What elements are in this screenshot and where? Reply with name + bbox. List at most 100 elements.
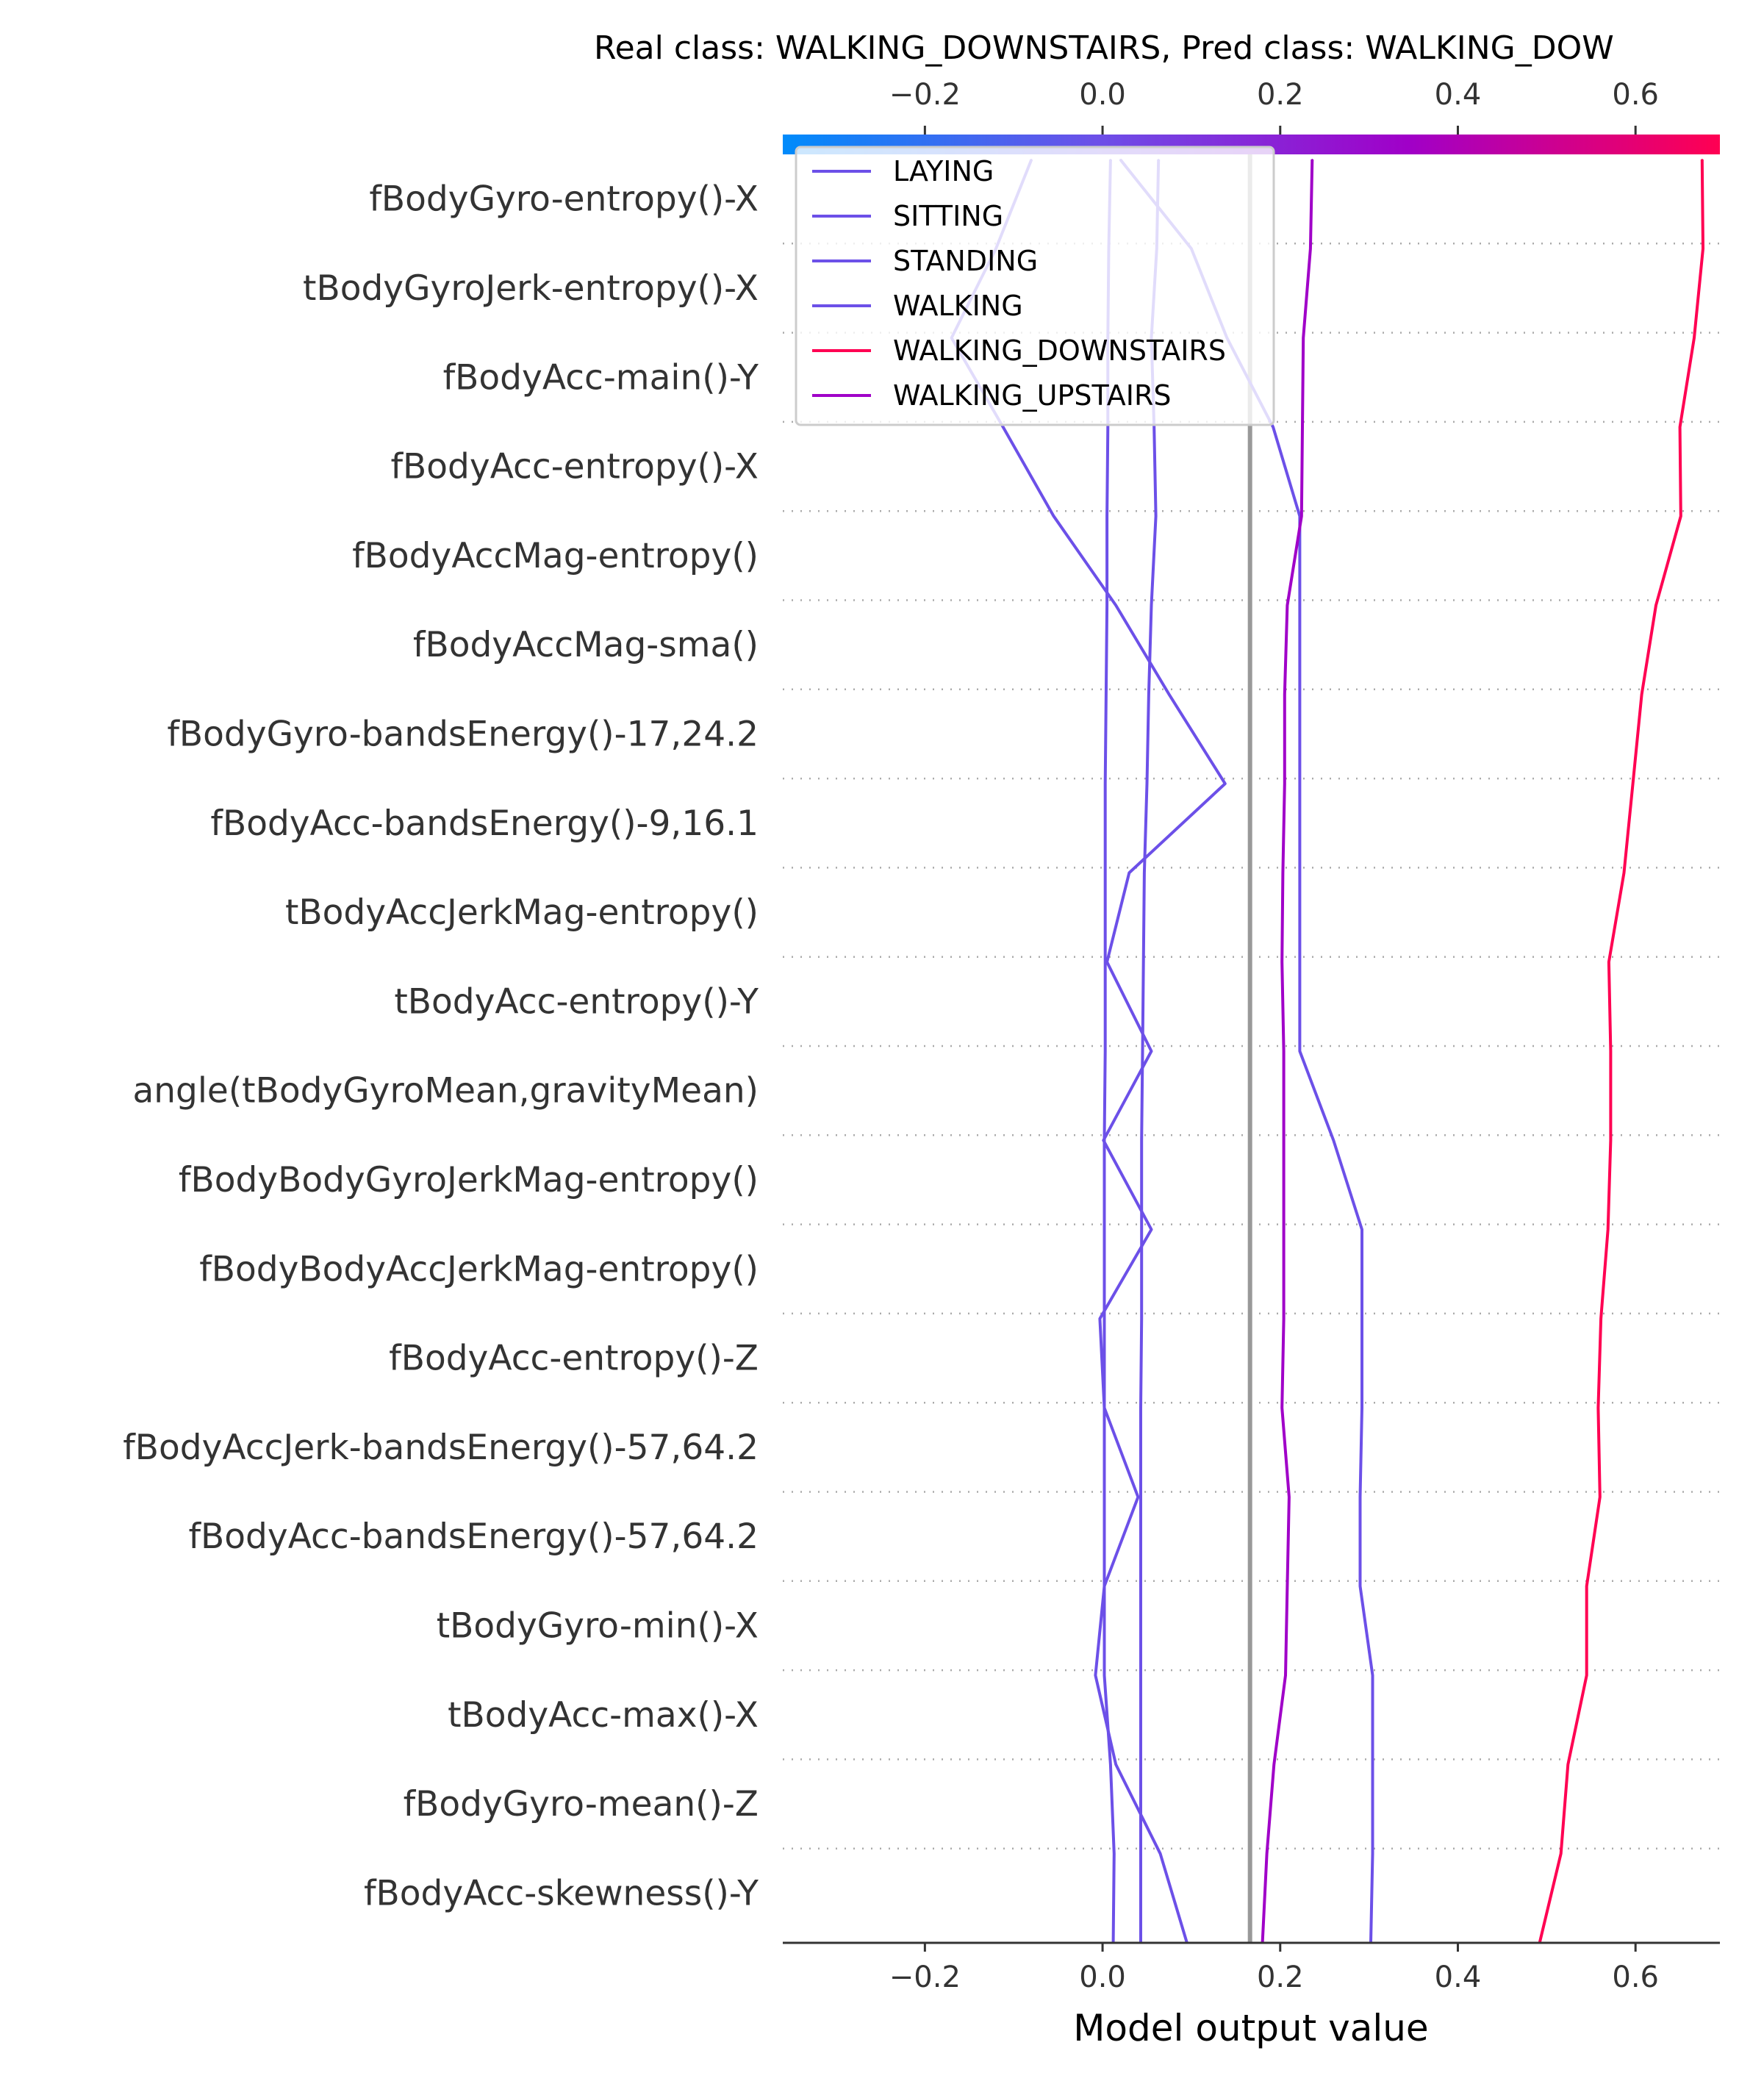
- data-point: [1094, 1675, 1097, 1677]
- feature-label: fBodyAccJerk-bandsEnergy()-57,64.2: [123, 1428, 759, 1468]
- data-point: [1359, 1585, 1361, 1587]
- data-point: [1099, 1317, 1101, 1319]
- chart-title: Real class: WALKING_DOWNSTAIRS, Pred cla…: [594, 29, 1614, 67]
- colorbar-tick-label: 0.0: [1079, 78, 1126, 112]
- data-point: [1140, 1763, 1141, 1766]
- feature-label: fBodyAcc-main()-Y: [443, 357, 759, 398]
- legend-label: WALKING_DOWNSTAIRS: [893, 334, 1226, 367]
- data-point: [1302, 426, 1303, 428]
- feature-labels: fBodyGyro-entropy()-X tBodyGyroJerk-entro…: [123, 179, 759, 1914]
- data-point: [1103, 1407, 1105, 1409]
- data-point: [1140, 1675, 1141, 1677]
- data-point: [1150, 1228, 1152, 1231]
- data-point: [1299, 783, 1301, 785]
- series-line: [1261, 159, 1314, 1944]
- feature-label: fBodyGyro-mean()-Z: [404, 1784, 759, 1824]
- feature-label: fBodyAcc-bandsEnergy()-57,64.2: [189, 1516, 759, 1557]
- data-point: [1302, 337, 1305, 339]
- data-point: [1104, 783, 1106, 785]
- data-point: [1115, 604, 1117, 606]
- feature-label: fBodyGyro-bandsEnergy()-17,24.2: [167, 714, 759, 754]
- data-point: [1607, 961, 1610, 963]
- series-lines: [950, 158, 1704, 1944]
- data-point: [1693, 337, 1695, 339]
- series-line: [950, 159, 1227, 1944]
- data-point: [1224, 783, 1226, 785]
- data-point: [1283, 1228, 1285, 1231]
- data-point: [1128, 872, 1130, 874]
- data-point: [1105, 693, 1107, 695]
- data-point: [1103, 1585, 1105, 1587]
- data-point: [1359, 1496, 1361, 1498]
- legend-label: STANDING: [893, 245, 1038, 277]
- feature-label: fBodyAccMag-entropy(): [352, 536, 759, 576]
- feature-label: fBodyAcc-entropy()-Z: [389, 1339, 759, 1379]
- data-point: [1283, 1317, 1285, 1319]
- x-axis: −0.2 0.0 0.2 0.4 0.6: [783, 1941, 1720, 1994]
- data-point: [1299, 604, 1301, 606]
- data-point: [1002, 426, 1004, 428]
- data-point: [1142, 961, 1144, 963]
- series-laying: [1102, 159, 1116, 1944]
- data-point: [1106, 515, 1108, 518]
- data-point: [1140, 1852, 1141, 1855]
- data-point: [1153, 426, 1155, 428]
- colorbar-tick-label: 0.4: [1435, 78, 1482, 112]
- data-point: [1655, 604, 1657, 606]
- data-point: [1632, 783, 1634, 785]
- data-point: [1567, 1763, 1569, 1766]
- data-point: [1299, 961, 1301, 963]
- data-point: [1273, 1763, 1275, 1766]
- data-point: [1147, 693, 1150, 695]
- data-point: [1281, 1407, 1283, 1409]
- feature-label: fBodyAccMag-sma(): [413, 625, 759, 665]
- series-walking-downstairs: [1538, 159, 1704, 1944]
- data-point: [1140, 1585, 1141, 1587]
- colorbar-axis: −0.2 0.0 0.2 0.4 0.6: [889, 78, 1659, 135]
- legend: LAYING SITTING STANDING WALKING WALKING_DOWN…: [795, 146, 1275, 426]
- data-point: [1140, 1496, 1141, 1498]
- feature-label: tBodyGyroJerk-entropy()-X: [303, 268, 759, 309]
- feature-label: fBodyAcc-entropy()-X: [391, 447, 759, 487]
- data-point: [1102, 1139, 1105, 1142]
- series-line: [1139, 159, 1161, 1943]
- data-point: [1150, 1050, 1152, 1052]
- data-point: [1610, 1050, 1612, 1052]
- legend-label: SITTING: [893, 200, 1003, 232]
- data-point: [1300, 515, 1302, 518]
- colorbar-tick-label: 0.6: [1612, 78, 1659, 112]
- data-point: [1361, 1317, 1363, 1319]
- data-point: [1641, 693, 1643, 695]
- legend-frame: [795, 146, 1275, 426]
- data-point: [1372, 1852, 1374, 1855]
- data-point: [1679, 426, 1681, 428]
- data-point: [1299, 1050, 1301, 1052]
- data-point: [1141, 1050, 1144, 1052]
- data-point: [1103, 1317, 1105, 1319]
- data-point: [1115, 1763, 1117, 1766]
- data-point: [1372, 1675, 1374, 1677]
- series-walking-upstairs: [1261, 159, 1314, 1944]
- x-tick-label: 0.4: [1435, 1960, 1482, 1994]
- data-point: [1299, 872, 1301, 874]
- data-point: [1610, 1139, 1612, 1142]
- data-point: [1361, 1407, 1363, 1409]
- series-line: [1538, 159, 1704, 1944]
- data-point: [1560, 1852, 1562, 1855]
- legend-label: WALKING: [893, 290, 1023, 322]
- data-point: [1106, 961, 1108, 963]
- feature-label: fBodyGyro-entropy()-X: [369, 179, 759, 220]
- data-point: [1106, 604, 1108, 606]
- data-point: [1585, 1675, 1588, 1677]
- data-point: [1283, 783, 1286, 785]
- data-point: [1311, 159, 1313, 160]
- feature-label: fBodyAcc-bandsEnergy()-9,16.1: [210, 803, 759, 844]
- data-point: [1103, 1228, 1105, 1231]
- data-point: [1607, 1228, 1609, 1231]
- feature-label: fBodyBodyGyroJerkMag-entropy(): [179, 1160, 759, 1200]
- legend-label: LAYING: [893, 155, 994, 187]
- data-point: [1137, 1496, 1139, 1498]
- data-point: [1597, 1407, 1599, 1409]
- x-tick-label: 0.2: [1257, 1960, 1304, 1994]
- feature-label: tBodyAcc-entropy()-Y: [394, 981, 759, 1022]
